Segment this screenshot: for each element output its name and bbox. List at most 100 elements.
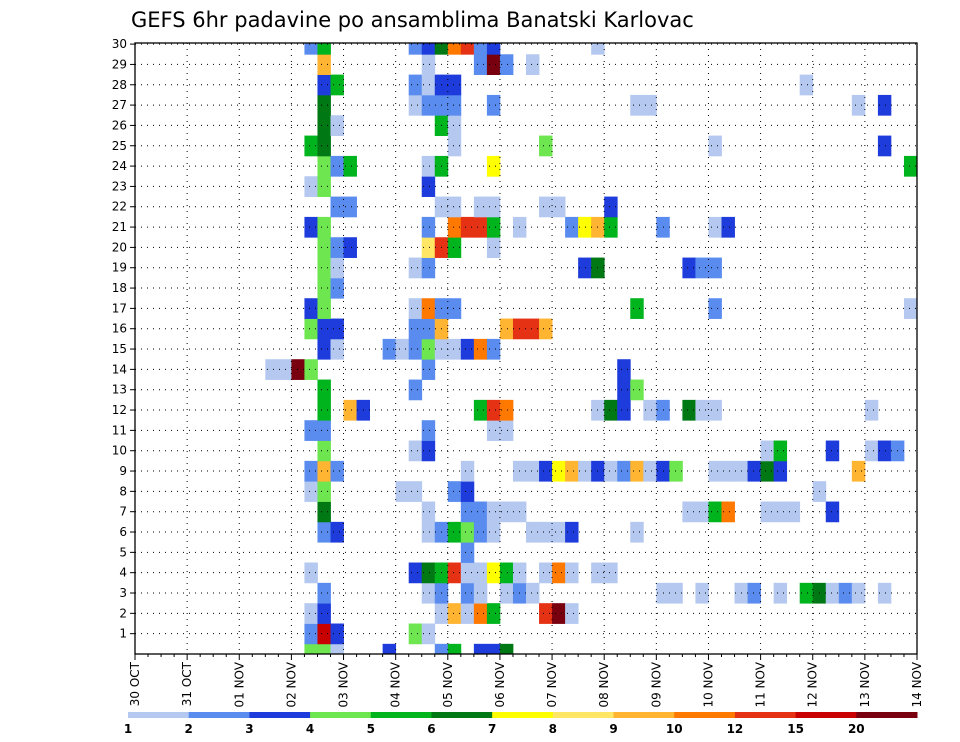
heatmap-cell — [421, 257, 436, 279]
y-tick-label: 13 — [112, 383, 127, 397]
heatmap-cell — [708, 399, 722, 421]
heatmap-cell — [473, 501, 488, 523]
heatmap-cell — [526, 582, 540, 604]
heatmap-cell — [539, 135, 553, 157]
heatmap-cell — [421, 562, 436, 584]
x-tick-label: 14 NOV — [910, 661, 924, 707]
heatmap-cell — [825, 440, 840, 462]
heatmap-cell — [408, 481, 423, 502]
colorbar-swatch — [188, 712, 250, 718]
y-tick-label: 11 — [112, 423, 127, 437]
heatmap-cell — [903, 298, 918, 319]
colorbar-label: 20 — [848, 722, 865, 736]
heatmap-cell — [317, 623, 331, 645]
heatmap-cell — [486, 94, 501, 116]
heatmap-cell — [421, 74, 436, 96]
heatmap-cell — [447, 196, 462, 218]
y-tick-label: 23 — [112, 179, 127, 193]
heatmap-cell — [499, 399, 514, 421]
heatmap-cell — [317, 298, 331, 319]
heatmap-cell — [460, 521, 475, 543]
heatmap-cell — [578, 257, 592, 279]
heatmap-cell — [330, 623, 344, 645]
heatmap-cell — [317, 277, 331, 299]
heatmap-cell — [708, 135, 722, 157]
y-tick-label: 19 — [112, 261, 127, 275]
y-tick-label: 30 — [112, 37, 127, 51]
heatmap-cell — [382, 338, 397, 360]
heatmap-cell — [825, 582, 840, 604]
heatmap-cell — [460, 481, 475, 502]
x-tick-label: 11 NOV — [754, 661, 768, 707]
y-tick-label: 26 — [112, 118, 127, 132]
heatmap-cell — [473, 196, 488, 218]
heatmap-cell — [421, 359, 436, 380]
x-tick-label: 08 NOV — [597, 661, 611, 707]
heatmap-cell — [499, 582, 514, 604]
heatmap-cell — [330, 460, 344, 482]
heatmap-cell — [539, 562, 553, 584]
heatmap-cell — [552, 460, 566, 482]
y-tick-label: 25 — [112, 139, 127, 153]
y-tick-label: 20 — [112, 240, 127, 254]
heatmap-cell — [539, 460, 553, 482]
heatmap-cell — [539, 196, 553, 218]
heatmap-cell — [317, 460, 331, 482]
heatmap-cell — [304, 359, 318, 380]
heatmap-cell — [447, 115, 462, 136]
heatmap-cell — [382, 643, 397, 655]
heatmap-cell — [421, 521, 436, 543]
heatmap-cell — [291, 359, 305, 380]
heatmap-cell — [851, 94, 866, 116]
y-tick-label: 21 — [112, 220, 127, 234]
heatmap-cell — [304, 460, 318, 482]
heatmap-cell — [708, 298, 722, 319]
heatmap-cell — [630, 379, 644, 401]
heatmap-cell — [317, 338, 331, 360]
colorbar-swatch — [856, 712, 918, 718]
x-tick-label: 10 NOV — [701, 661, 715, 707]
colorbar-swatch — [613, 712, 675, 718]
y-axis-ticks: 1234567891011121314151617181920212223242… — [112, 37, 135, 641]
heatmap-cell — [864, 440, 879, 462]
y-tick-label: 28 — [112, 78, 127, 92]
heatmap-cell — [317, 481, 331, 502]
heatmap-cell — [851, 582, 866, 604]
heatmap-cell — [604, 216, 618, 238]
x-tick-label: 06 NOV — [493, 661, 507, 707]
y-tick-label: 15 — [112, 342, 127, 356]
heatmap-cell — [591, 43, 605, 55]
heatmap-cell — [499, 501, 514, 523]
heatmap-cell — [408, 257, 423, 279]
heatmap-cell — [408, 43, 423, 55]
y-tick-label: 6 — [119, 525, 127, 539]
heatmap-cell — [682, 257, 696, 279]
heatmap-cell — [473, 582, 488, 604]
heatmap-cell — [486, 643, 501, 655]
heatmap-cell — [421, 155, 436, 177]
x-tick-label: 02 NOV — [284, 661, 298, 707]
colorbar-label: 15 — [787, 722, 804, 736]
heatmap-cell — [552, 196, 566, 218]
heatmap-cell — [877, 135, 892, 157]
heatmap-cell — [395, 338, 410, 360]
heatmap-cell — [565, 521, 579, 543]
heatmap-cell — [460, 338, 475, 360]
heatmap-cell — [304, 176, 318, 197]
heatmap-cell — [304, 643, 318, 655]
heatmap-cell — [565, 603, 579, 624]
heatmap-cell — [473, 54, 488, 75]
heatmap-cell — [304, 216, 318, 238]
colorbar-swatch — [492, 712, 554, 718]
heatmap-cell — [317, 43, 331, 55]
heatmap-cell — [486, 338, 501, 360]
heatmap-cell — [473, 643, 488, 655]
heatmap-cell — [304, 135, 318, 157]
heatmap-cell — [825, 501, 840, 523]
heatmap-cell — [421, 237, 436, 258]
heatmap-cell — [643, 460, 657, 482]
heatmap-cell — [317, 155, 331, 177]
heatmap-cell — [630, 298, 644, 319]
heatmap-cell — [421, 420, 436, 441]
